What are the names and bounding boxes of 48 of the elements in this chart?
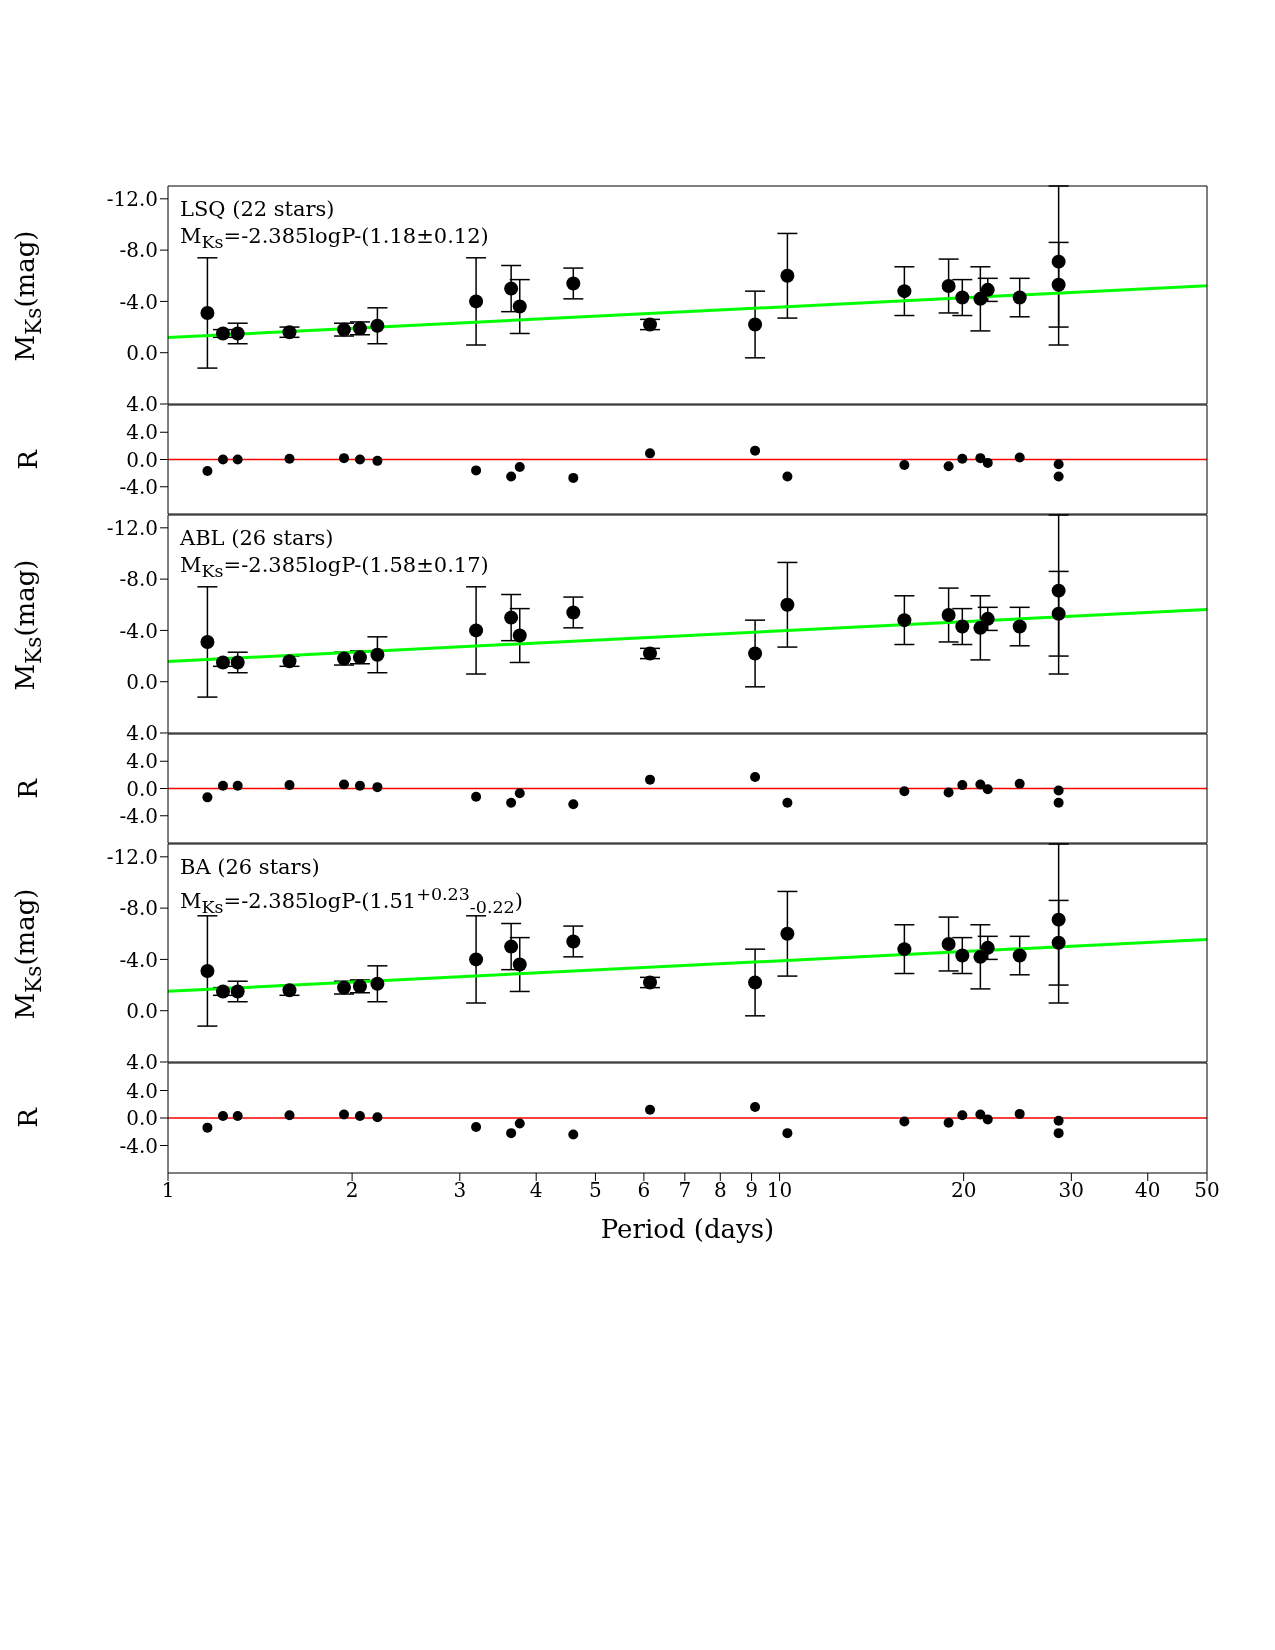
annotation: M$_{Ks}$=-2.385logP-(1.58±0.17) (180, 552, 489, 584)
y-tick-label: -4.0 (119, 289, 158, 314)
x-axis-title: Period (days) (600, 1214, 775, 1244)
y-tick-label: 4.0 (126, 1078, 158, 1103)
y-tick-label: -8.0 (119, 896, 158, 921)
y-tick-label: -4.0 (119, 618, 158, 643)
x-tick-label: 1 (161, 1178, 175, 1203)
x-tick-label: 9 (745, 1178, 758, 1203)
x-tick-label: 7 (678, 1178, 692, 1203)
y-tick-label: 0.0 (126, 776, 158, 801)
y-tick-label: -4.0 (119, 1133, 158, 1158)
y-tick-label: -4.0 (119, 474, 158, 499)
x-tick-label: 3 (453, 1178, 467, 1203)
y-tick-label: 4.0 (126, 420, 158, 445)
x-tick-label: 10 (766, 1178, 793, 1203)
y-tick-label: -8.0 (119, 567, 158, 592)
y-tick-label: -4.0 (119, 947, 158, 972)
y-tick-label: 4.0 (126, 721, 158, 746)
x-tick-label: 6 (637, 1178, 651, 1203)
y-axis-title: R (13, 1108, 43, 1128)
annotation: M$_{Ks}$=-2.385logP-(1.51$^{+0.23}$$_{-0.22}$) (180, 883, 523, 920)
y-tick-label: 4.0 (126, 1050, 158, 1075)
y-tick-label: 4.0 (126, 749, 158, 774)
x-tick-label: 20 (950, 1178, 977, 1203)
x-tick-label: 30 (1058, 1178, 1085, 1203)
y-tick-label: 0.0 (126, 1106, 158, 1131)
y-tick-label: 0.0 (126, 998, 158, 1023)
y-tick-label: 0.0 (126, 447, 158, 472)
y-tick-label: -8.0 (119, 238, 158, 263)
annotation: LSQ (22 stars) (180, 196, 336, 223)
y-axis-title: R (13, 450, 43, 470)
annotation: BA (26 stars) (180, 854, 321, 881)
y-tick-label: 0.0 (126, 340, 158, 365)
y-tick-label: -12.0 (106, 186, 158, 211)
y-tick-label: 4.0 (126, 392, 158, 417)
x-tick-label: 8 (713, 1178, 727, 1203)
x-tick-label: 5 (589, 1178, 602, 1203)
y-tick-label: -12.0 (106, 515, 158, 540)
y-axis-title: R (13, 779, 43, 799)
y-tick-label: -12.0 (106, 844, 158, 869)
annotation: ABL (26 stars) (180, 525, 335, 552)
y-tick-label: -4.0 (119, 803, 158, 828)
x-tick-label: 4 (529, 1178, 543, 1203)
x-tick-label: 2 (345, 1178, 359, 1203)
y-tick-label: 0.0 (126, 669, 158, 694)
annotation: M$_{Ks}$=-2.385logP-(1.18±0.12) (180, 223, 489, 255)
x-tick-label: 50 (1194, 1178, 1220, 1203)
x-tick-label: 40 (1135, 1178, 1161, 1203)
